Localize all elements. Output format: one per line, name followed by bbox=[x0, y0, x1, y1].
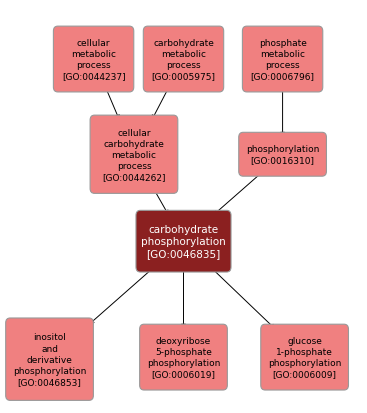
Text: cellular
carbohydrate
metabolic
process
[GO:0044262]: cellular carbohydrate metabolic process … bbox=[102, 128, 166, 181]
Text: deoxyribose
5-phosphate
phosphorylation
[GO:0006019]: deoxyribose 5-phosphate phosphorylation … bbox=[147, 336, 220, 378]
Text: carbohydrate
phosphorylation
[GO:0046835]: carbohydrate phosphorylation [GO:0046835… bbox=[141, 224, 226, 259]
FancyBboxPatch shape bbox=[136, 211, 231, 273]
FancyBboxPatch shape bbox=[54, 27, 134, 93]
Text: cellular
metabolic
process
[GO:0044237]: cellular metabolic process [GO:0044237] bbox=[62, 39, 126, 81]
Text: carbohydrate
metabolic
process
[GO:0005975]: carbohydrate metabolic process [GO:00059… bbox=[152, 39, 215, 81]
FancyBboxPatch shape bbox=[261, 325, 348, 390]
Text: phosphorylation
[GO:0016310]: phosphorylation [GO:0016310] bbox=[246, 145, 319, 165]
FancyBboxPatch shape bbox=[143, 27, 224, 93]
FancyBboxPatch shape bbox=[239, 133, 326, 177]
Text: glucose
1-phosphate
phosphorylation
[GO:0006009]: glucose 1-phosphate phosphorylation [GO:… bbox=[268, 336, 341, 378]
FancyBboxPatch shape bbox=[90, 116, 178, 194]
FancyBboxPatch shape bbox=[139, 325, 227, 390]
Text: inositol
and
derivative
phosphorylation
[GO:0046853]: inositol and derivative phosphorylation … bbox=[13, 333, 86, 386]
FancyBboxPatch shape bbox=[6, 318, 93, 401]
Text: phosphate
metabolic
process
[GO:0006796]: phosphate metabolic process [GO:0006796] bbox=[251, 39, 315, 81]
FancyBboxPatch shape bbox=[242, 27, 323, 93]
